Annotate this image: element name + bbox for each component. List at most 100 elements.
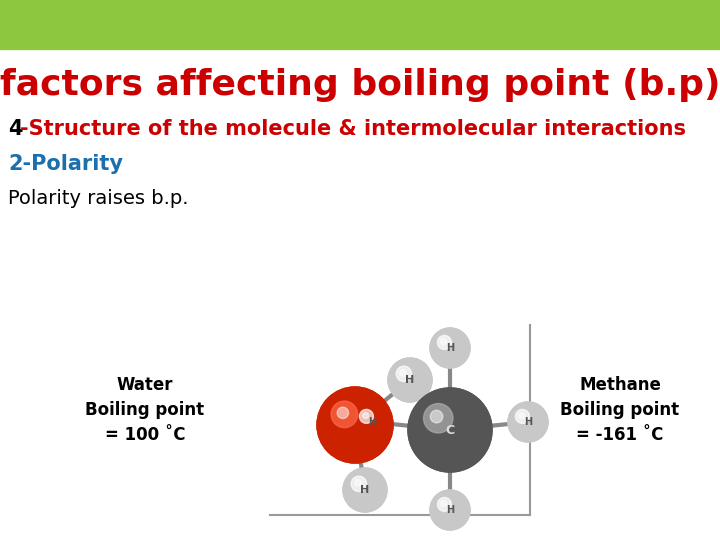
Circle shape xyxy=(355,480,361,486)
Circle shape xyxy=(436,495,464,525)
Circle shape xyxy=(396,366,412,382)
Circle shape xyxy=(441,339,446,345)
Circle shape xyxy=(392,362,428,398)
Circle shape xyxy=(352,402,392,442)
Circle shape xyxy=(351,476,379,504)
Circle shape xyxy=(436,333,464,363)
Circle shape xyxy=(433,414,467,446)
Circle shape xyxy=(508,402,548,442)
Circle shape xyxy=(412,392,488,468)
Circle shape xyxy=(330,400,379,450)
Circle shape xyxy=(433,494,467,526)
Circle shape xyxy=(331,401,358,428)
Circle shape xyxy=(351,476,366,491)
Circle shape xyxy=(362,413,382,431)
Circle shape xyxy=(348,474,381,506)
Circle shape xyxy=(438,497,451,511)
Text: C: C xyxy=(446,423,454,436)
Circle shape xyxy=(442,340,458,356)
Circle shape xyxy=(343,468,387,512)
Text: H: H xyxy=(361,485,369,495)
Text: H: H xyxy=(446,343,454,353)
Circle shape xyxy=(415,395,485,464)
Circle shape xyxy=(430,490,470,530)
Circle shape xyxy=(345,470,385,510)
Text: factors affecting boiling point (b.p): factors affecting boiling point (b.p) xyxy=(0,68,720,102)
Circle shape xyxy=(437,335,463,361)
Circle shape xyxy=(327,397,383,453)
Circle shape xyxy=(432,330,468,366)
Circle shape xyxy=(431,410,443,423)
Text: H: H xyxy=(446,505,454,515)
Circle shape xyxy=(388,358,432,402)
Circle shape xyxy=(317,387,393,463)
Circle shape xyxy=(423,403,477,457)
Circle shape xyxy=(521,414,536,430)
Text: H: H xyxy=(405,375,415,385)
Circle shape xyxy=(400,369,420,390)
Circle shape xyxy=(364,414,379,430)
Circle shape xyxy=(441,339,459,357)
Circle shape xyxy=(317,387,393,463)
Circle shape xyxy=(363,413,369,418)
Circle shape xyxy=(426,407,474,454)
Circle shape xyxy=(423,403,453,433)
Text: H: H xyxy=(524,417,532,427)
Circle shape xyxy=(320,390,390,460)
Circle shape xyxy=(511,406,544,438)
Text: Water
Boiling point
= 100 ˚C: Water Boiling point = 100 ˚C xyxy=(86,376,204,444)
Circle shape xyxy=(515,409,541,435)
Text: Polarity raises b.p.: Polarity raises b.p. xyxy=(8,189,189,208)
Circle shape xyxy=(419,399,481,461)
Circle shape xyxy=(408,388,492,472)
Circle shape xyxy=(396,366,424,394)
Circle shape xyxy=(442,502,458,518)
Circle shape xyxy=(400,370,406,376)
Circle shape xyxy=(324,394,387,456)
Text: 4: 4 xyxy=(8,119,22,139)
Circle shape xyxy=(430,328,470,368)
Circle shape xyxy=(397,368,423,393)
Circle shape xyxy=(359,409,385,435)
Circle shape xyxy=(430,328,470,368)
Circle shape xyxy=(437,497,463,523)
Circle shape xyxy=(510,404,546,440)
Text: Methane
Boiling point
= -161 ˚C: Methane Boiling point = -161 ˚C xyxy=(560,376,680,444)
Circle shape xyxy=(353,477,377,502)
Circle shape xyxy=(432,492,468,528)
Circle shape xyxy=(337,407,373,443)
Circle shape xyxy=(337,407,348,419)
Circle shape xyxy=(343,468,387,512)
Bar xyxy=(0,0,720,49)
Circle shape xyxy=(518,413,525,418)
Circle shape xyxy=(513,407,543,437)
Circle shape xyxy=(402,372,418,388)
Circle shape xyxy=(354,404,390,440)
Text: 2-Polarity: 2-Polarity xyxy=(8,153,123,173)
Circle shape xyxy=(359,409,374,423)
Circle shape xyxy=(341,410,370,440)
Circle shape xyxy=(438,335,451,349)
Circle shape xyxy=(356,482,374,498)
Circle shape xyxy=(516,409,529,423)
Circle shape xyxy=(508,402,548,442)
Circle shape xyxy=(333,403,377,447)
Circle shape xyxy=(361,411,383,433)
Circle shape xyxy=(441,501,446,507)
Circle shape xyxy=(430,490,470,530)
Circle shape xyxy=(394,364,426,396)
Circle shape xyxy=(438,499,462,521)
Text: H: H xyxy=(368,417,376,427)
Circle shape xyxy=(354,480,375,501)
Circle shape xyxy=(518,413,538,431)
Circle shape xyxy=(357,407,387,437)
Circle shape xyxy=(517,411,539,433)
Circle shape xyxy=(438,337,462,359)
Circle shape xyxy=(430,410,470,450)
Circle shape xyxy=(390,360,430,400)
Circle shape xyxy=(352,402,392,442)
Circle shape xyxy=(347,472,383,508)
Text: -Structure of the molecule & intermolecular interactions: -Structure of the molecule & intermolecu… xyxy=(20,119,686,139)
Circle shape xyxy=(408,388,492,472)
Circle shape xyxy=(433,332,467,364)
